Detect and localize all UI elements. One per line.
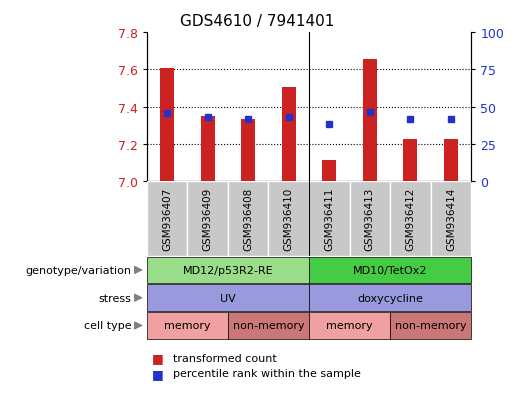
Text: MD12/p53R2-RE: MD12/p53R2-RE [183, 265, 273, 275]
Bar [268, 182, 309, 256]
Bar [241, 119, 255, 182]
Text: MD10/TetOx2: MD10/TetOx2 [353, 265, 427, 275]
Bar [228, 182, 268, 256]
Bar [187, 182, 228, 256]
Text: non-memory: non-memory [233, 320, 304, 331]
Text: stress: stress [98, 293, 131, 303]
Text: GSM936413: GSM936413 [365, 188, 375, 251]
Text: GSM936412: GSM936412 [405, 188, 416, 251]
Text: percentile rank within the sample: percentile rank within the sample [173, 368, 360, 378]
Text: GSM936407: GSM936407 [162, 188, 172, 251]
Text: GSM936410: GSM936410 [284, 188, 294, 251]
Bar [350, 182, 390, 256]
Text: cell type: cell type [84, 320, 131, 331]
Bar [160, 69, 174, 182]
Text: UV: UV [220, 293, 236, 303]
Text: non-memory: non-memory [395, 320, 467, 331]
Text: doxycycline: doxycycline [357, 293, 423, 303]
Text: memory: memory [326, 320, 373, 331]
Bar [431, 182, 471, 256]
Bar [390, 182, 431, 256]
Text: ■: ■ [152, 367, 164, 380]
Text: GSM936409: GSM936409 [202, 188, 213, 251]
Text: genotype/variation: genotype/variation [25, 265, 131, 275]
Bar [363, 60, 377, 182]
Bar [444, 140, 458, 182]
Bar [322, 160, 336, 182]
Text: transformed count: transformed count [173, 353, 276, 363]
Text: GSM936408: GSM936408 [243, 188, 253, 251]
Bar [200, 117, 215, 182]
Bar [403, 140, 418, 182]
Text: ■: ■ [152, 351, 164, 364]
Text: GSM936411: GSM936411 [324, 188, 334, 251]
Bar [147, 182, 187, 256]
Bar [282, 88, 296, 182]
Text: GSM936414: GSM936414 [446, 188, 456, 251]
Text: GDS4610 / 7941401: GDS4610 / 7941401 [180, 14, 335, 29]
Bar [309, 182, 350, 256]
Text: memory: memory [164, 320, 211, 331]
